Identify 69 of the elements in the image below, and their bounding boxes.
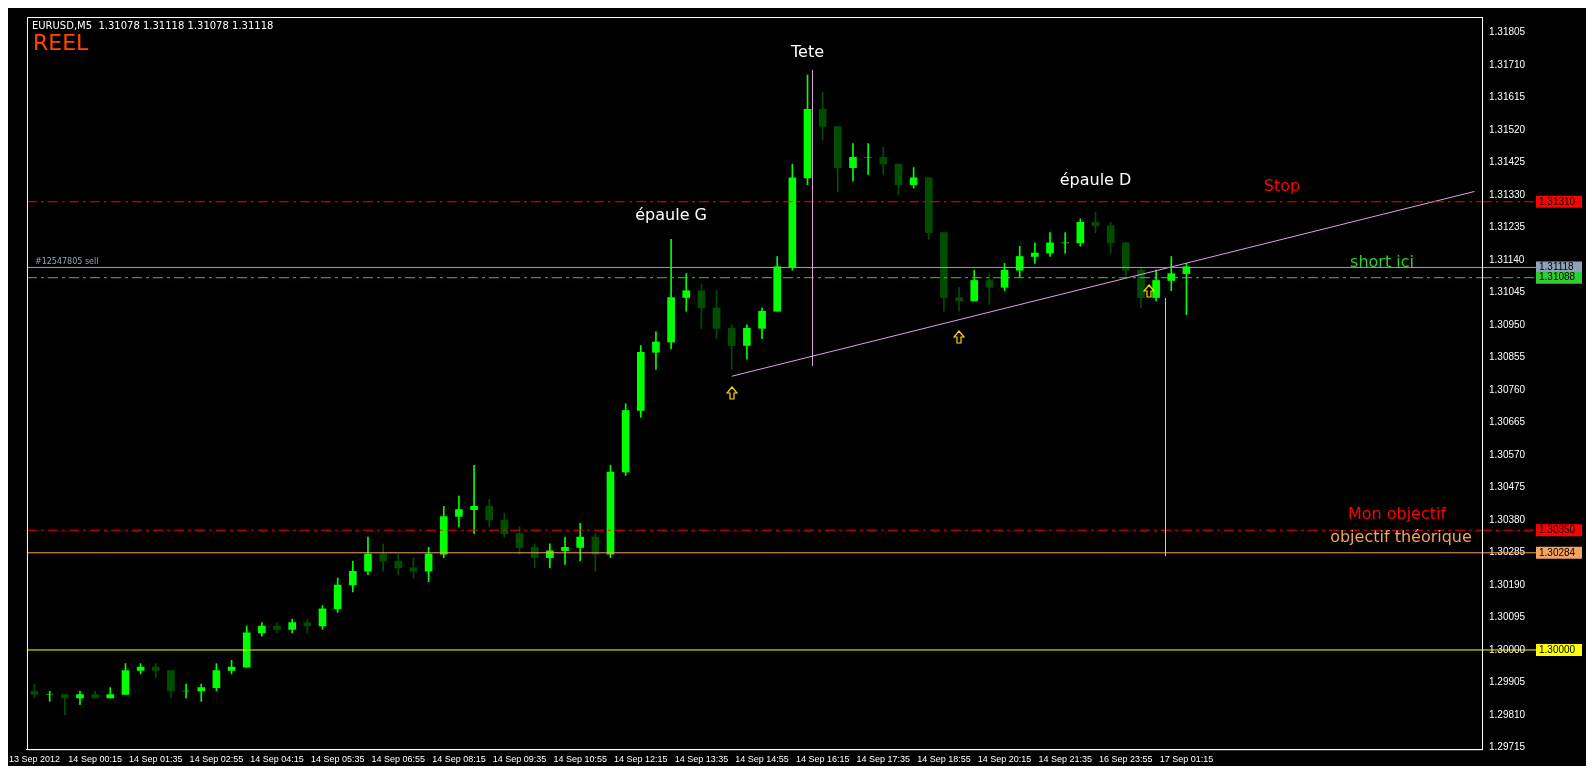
x-tick-label: 14 Sep 10:55 xyxy=(553,754,607,765)
ref-line-label: 1.31118 xyxy=(1539,261,1575,273)
y-tick-label: 1.30380 xyxy=(1489,513,1526,525)
annotation: short ici xyxy=(1350,251,1414,271)
y-tick-label: 1.31045 xyxy=(1489,286,1526,298)
candlestick xyxy=(151,663,160,678)
annotation: Mon objectif xyxy=(1347,504,1447,524)
y-tick-label: 1.29810 xyxy=(1489,708,1526,720)
x-tick-label: 14 Sep 17:35 xyxy=(856,754,911,765)
ref-line-label: 1.30284 xyxy=(1539,546,1576,558)
y-tick-label: 1.30475 xyxy=(1489,481,1526,493)
annotation: épaule G xyxy=(635,205,707,225)
candlestick xyxy=(955,286,963,312)
y-tick-label: 1.30000 xyxy=(1489,643,1526,655)
y-tick-label: 1.30760 xyxy=(1489,383,1526,395)
y-tick-label: 1.31330 xyxy=(1489,188,1526,200)
x-tick-label: 14 Sep 13:35 xyxy=(674,754,729,765)
x-tick-label: 16 Sep 23:55 xyxy=(1099,754,1153,765)
x-tick-label: 17 Sep 01:15 xyxy=(1159,754,1214,765)
candlestick xyxy=(864,143,872,175)
candlestick xyxy=(470,464,478,534)
x-tick-label: 14 Sep 09:35 xyxy=(492,754,547,765)
x-tick-label: 14 Sep 01:35 xyxy=(129,754,183,765)
y-tick-label: 1.31710 xyxy=(1489,58,1526,70)
y-tick-label: 1.30190 xyxy=(1489,578,1526,590)
ref-line-label: 1.31310 xyxy=(1539,195,1576,207)
annotation: objectif théorique xyxy=(1330,526,1472,546)
y-tick-label: 1.31140 xyxy=(1489,253,1525,265)
candlestick xyxy=(61,694,69,716)
x-tick-label: 14 Sep 02:55 xyxy=(189,754,244,765)
ref-line-label: 1.31088 xyxy=(1539,271,1576,283)
ref-line-label: 1.30000 xyxy=(1539,643,1576,655)
annotation: #12547805 sell xyxy=(34,256,99,266)
x-tick-label: 14 Sep 14:55 xyxy=(735,754,789,765)
candlestick xyxy=(561,536,569,565)
annotation: Tete xyxy=(790,42,825,62)
x-tick-label: 14 Sep 20:15 xyxy=(977,754,1032,765)
y-tick-label: 1.31425 xyxy=(1489,156,1526,168)
y-tick-label: 1.31235 xyxy=(1489,221,1526,233)
annotation: épaule D xyxy=(1059,170,1132,190)
ref-line-label: 1.30350 xyxy=(1539,523,1576,535)
y-tick-label: 1.29905 xyxy=(1489,676,1526,688)
candlestick xyxy=(45,690,54,702)
x-tick-label: 14 Sep 05:35 xyxy=(310,754,365,765)
x-tick-label: 13 Sep 2012 xyxy=(9,754,61,765)
candlestick xyxy=(197,683,206,702)
y-tick-label: 1.30855 xyxy=(1489,351,1526,363)
x-tick-label: 14 Sep 21:35 xyxy=(1038,754,1092,765)
y-tick-label: 1.30665 xyxy=(1489,416,1526,428)
y-tick-label: 1.30950 xyxy=(1489,318,1526,330)
y-tick-label: 1.29715 xyxy=(1489,741,1526,753)
annotation: Stop xyxy=(1263,175,1301,195)
x-tick-label: 14 Sep 08:15 xyxy=(432,754,486,765)
chart-title: EURUSD,M5 1.31078 1.31118 1.31078 1.31118 xyxy=(31,19,274,31)
text: REEL xyxy=(32,29,90,55)
y-tick-label: 1.30095 xyxy=(1489,611,1526,623)
y-tick-label: 1.31520 xyxy=(1489,123,1526,135)
y-tick-label: 1.31615 xyxy=(1489,91,1526,103)
y-tick-label: 1.31805 xyxy=(1489,26,1526,38)
candlestick xyxy=(1061,232,1070,254)
x-tick-label: 14 Sep 00:15 xyxy=(68,754,122,765)
x-tick-label: 14 Sep 06:55 xyxy=(371,754,426,765)
y-tick-label: 1.30570 xyxy=(1489,448,1526,460)
candlestick xyxy=(682,273,691,312)
candlestick xyxy=(1031,242,1039,264)
x-tick-label: 14 Sep 16:15 xyxy=(795,754,850,765)
x-tick-label: 14 Sep 04:15 xyxy=(250,754,304,765)
x-tick-label: 14 Sep 18:55 xyxy=(917,754,971,765)
x-tick-label: 14 Sep 12:15 xyxy=(614,754,668,765)
